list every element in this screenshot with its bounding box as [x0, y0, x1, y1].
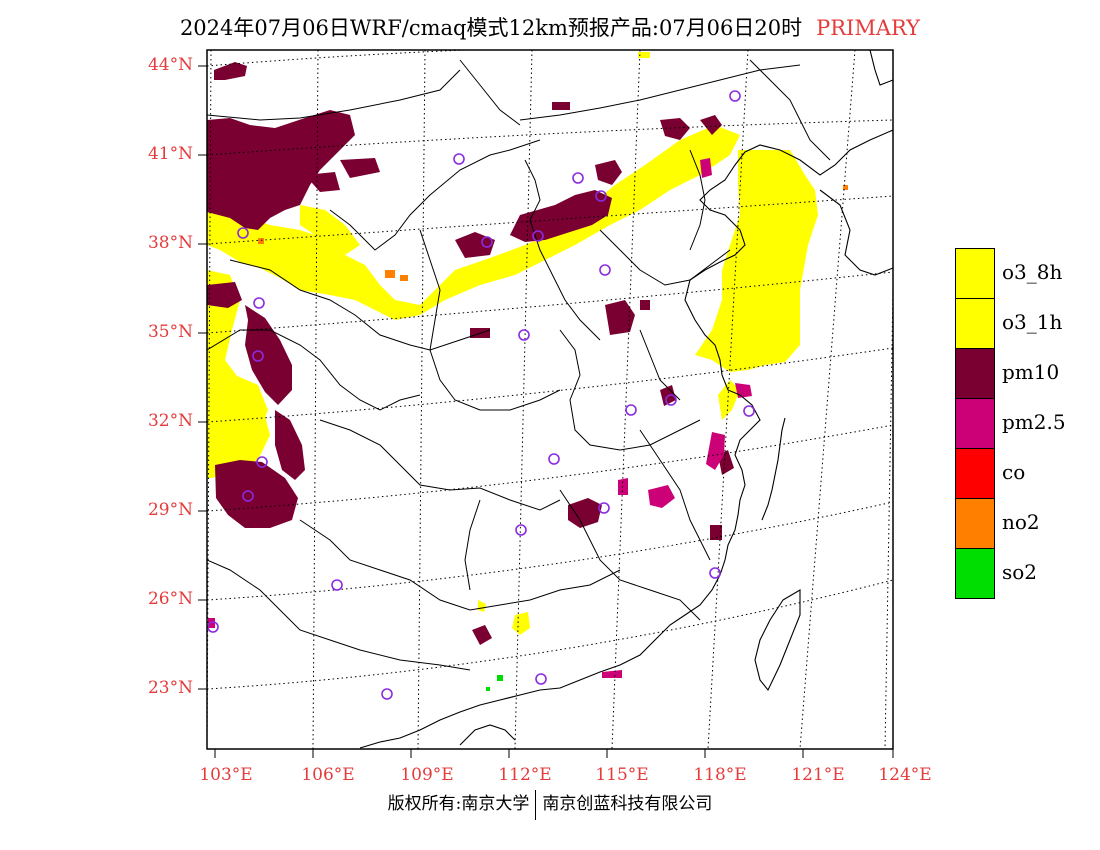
footer-divider — [535, 789, 537, 820]
lat-label: 44°N — [147, 55, 193, 75]
legend-swatch — [955, 498, 995, 549]
lat-label: 35°N — [147, 322, 193, 342]
primary-tag: PRIMARY — [816, 16, 921, 40]
legend-swatch — [955, 398, 995, 449]
lon-label: 121°E — [791, 765, 845, 785]
lat-label: 23°N — [147, 678, 193, 698]
legend-swatch — [955, 448, 995, 499]
legend-label: so2 — [1002, 560, 1038, 584]
city-marker — [242, 490, 254, 502]
legend-swatch — [955, 298, 995, 349]
city-marker — [381, 688, 393, 700]
city-marker — [548, 453, 560, 465]
lat-label: 41°N — [147, 144, 193, 164]
tick-marks — [198, 65, 894, 758]
city-marker — [207, 621, 219, 633]
pm10-regions — [207, 62, 734, 645]
city-marker — [252, 350, 264, 362]
city-marker — [253, 297, 265, 309]
legend-swatch — [955, 248, 995, 299]
city-marker — [599, 264, 611, 276]
legend-swatch — [955, 348, 995, 399]
legend-label: o3_8h — [1002, 260, 1063, 284]
map-title: 2024年07月06日WRF/cmaq模式12km预报产品:07月06日20时 P… — [0, 12, 1100, 42]
city-marker — [532, 230, 544, 242]
copyright-footer: 版权所有:南京大学 南京创蓝科技有限公司 — [0, 789, 1100, 820]
lon-label: 115°E — [595, 765, 649, 785]
legend-label: no2 — [1002, 510, 1040, 534]
copyright-company: 南京创蓝科技有限公司 — [542, 794, 713, 814]
city-marker — [665, 394, 677, 406]
lat-label: 32°N — [147, 411, 193, 431]
legend-label: co — [1002, 460, 1026, 484]
city-marker — [535, 673, 547, 685]
so2-regions — [486, 675, 503, 691]
lon-label: 106°E — [301, 765, 355, 785]
lat-label: 38°N — [147, 233, 193, 253]
city-marker — [256, 456, 268, 468]
lon-label: 103°E — [199, 765, 253, 785]
city-marker — [331, 579, 343, 591]
legend-swatch — [955, 548, 995, 599]
legend-label: pm10 — [1002, 360, 1060, 384]
lon-label: 112°E — [498, 765, 552, 785]
title-text: 2024年07月06日WRF/cmaq模式12km预报产品:07月06日20时 — [179, 16, 803, 40]
no2-regions — [258, 185, 848, 281]
lat-label: 26°N — [147, 589, 193, 609]
city-marker — [709, 567, 721, 579]
lon-label: 118°E — [693, 765, 747, 785]
lon-label: 109°E — [400, 765, 454, 785]
city-marker — [237, 227, 249, 239]
province-boundaries — [207, 59, 831, 671]
copyright-owner: 版权所有:南京大学 — [387, 794, 530, 814]
city-marker — [572, 172, 584, 184]
city-marker — [598, 502, 610, 514]
city-marker — [595, 190, 607, 202]
lon-label: 124°E — [878, 765, 932, 785]
legend-label: o3_1h — [1002, 310, 1063, 334]
o3-regions — [207, 52, 818, 635]
city-markers — [207, 90, 755, 700]
lat-label: 29°N — [147, 500, 193, 520]
city-marker — [481, 236, 493, 248]
coastline — [359, 50, 893, 749]
city-marker — [515, 524, 527, 536]
map-frame — [206, 49, 894, 750]
city-marker — [518, 329, 530, 341]
city-marker — [743, 405, 755, 417]
city-marker — [729, 90, 741, 102]
graticule — [207, 50, 893, 749]
city-marker — [625, 404, 637, 416]
city-marker — [453, 153, 465, 165]
legend-label: pm2.5 — [1002, 410, 1066, 434]
